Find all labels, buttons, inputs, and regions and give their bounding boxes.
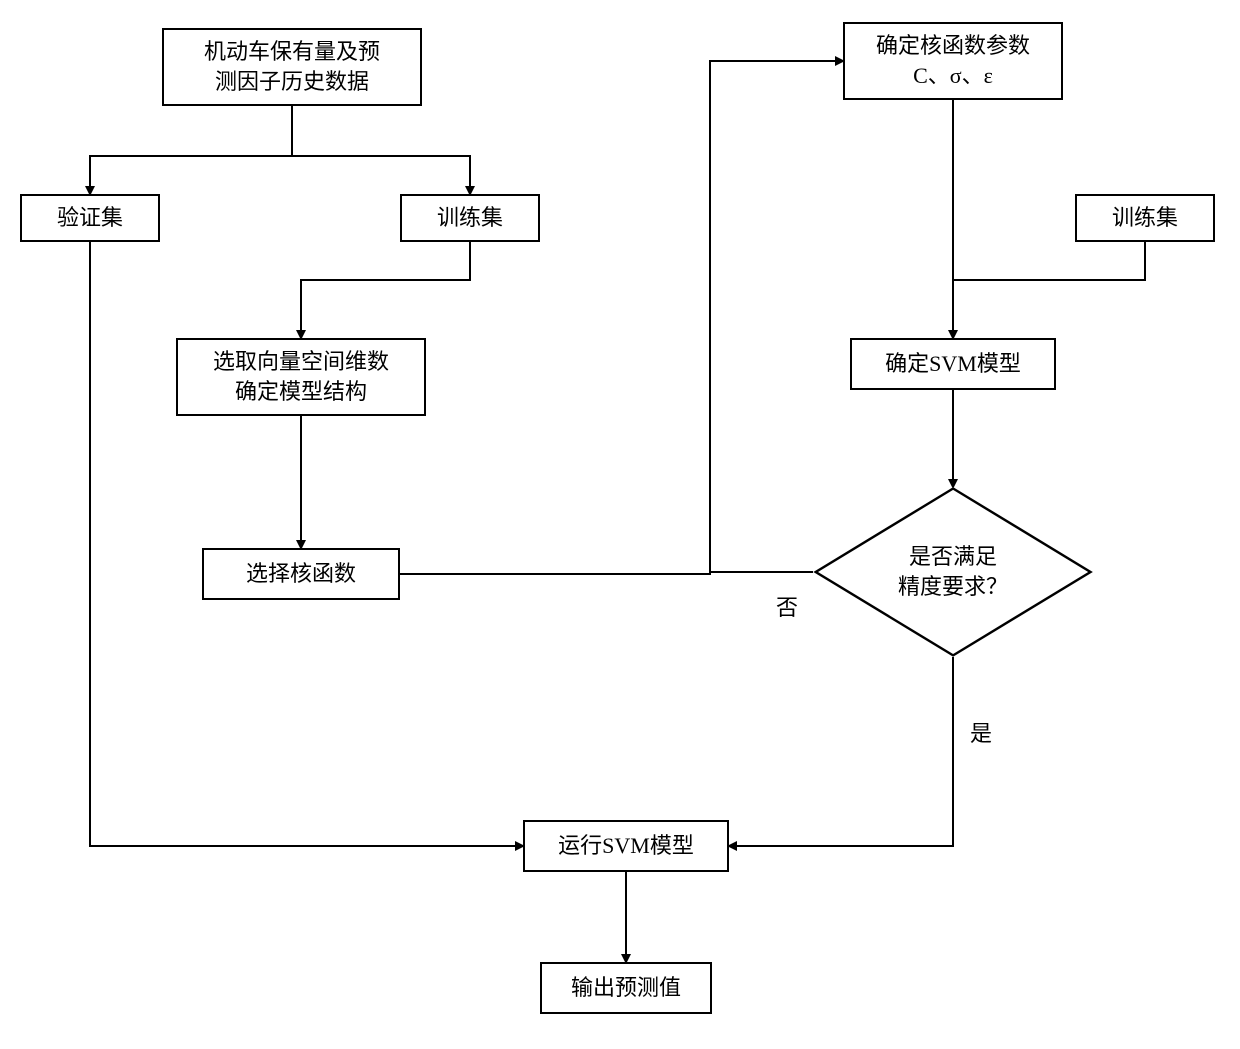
node-text: 选择核函数 [246,559,356,589]
node-text: 输出预测值 [571,973,681,1003]
edge-label-text: 否 [776,595,798,620]
node-text-line: 确定模型结构 [235,379,367,404]
node-text-line: 确定核函数参数 [876,33,1030,58]
node-text: 训练集 [437,203,503,233]
node-precision-decision: 是否满足 精度要求？ [813,487,1093,657]
node-select-kernel: 选择核函数 [202,548,400,600]
node-training-set-2: 训练集 [1075,194,1215,242]
node-text: 确定SVM模型 [885,349,1021,379]
node-text: 运行SVM模型 [558,831,694,861]
node-text-line: 测因子历史数据 [215,69,369,94]
node-output: 输出预测值 [540,962,712,1014]
node-determine-svm: 确定SVM模型 [850,338,1056,390]
node-select-vector-dim: 选取向量空间维数 确定模型结构 [176,338,426,416]
node-text: 验证集 [57,203,123,233]
node-training-set-1: 训练集 [400,194,540,242]
edge-label-text: 是 [970,721,992,746]
node-text-line: 精度要求？ [898,574,1008,599]
flowchart-canvas: 机动车保有量及预 测因子历史数据 验证集 训练集 选取向量空间维数 确定模型结构… [0,0,1240,1049]
node-run-svm: 运行SVM模型 [523,820,729,872]
node-validation-set: 验证集 [20,194,160,242]
node-kernel-params: 确定核函数参数 C、σ、ε [843,22,1063,100]
node-text-line: C、σ、ε [913,63,993,88]
node-text-line: 选取向量空间维数 [213,349,389,374]
node-text-line: 机动车保有量及预 [204,39,380,64]
node-history-data: 机动车保有量及预 测因子历史数据 [162,28,422,106]
edge-label-yes: 是 [970,716,992,748]
node-text-line: 是否满足 [909,544,997,569]
edge-label-no: 否 [776,590,798,622]
node-text: 训练集 [1112,203,1178,233]
